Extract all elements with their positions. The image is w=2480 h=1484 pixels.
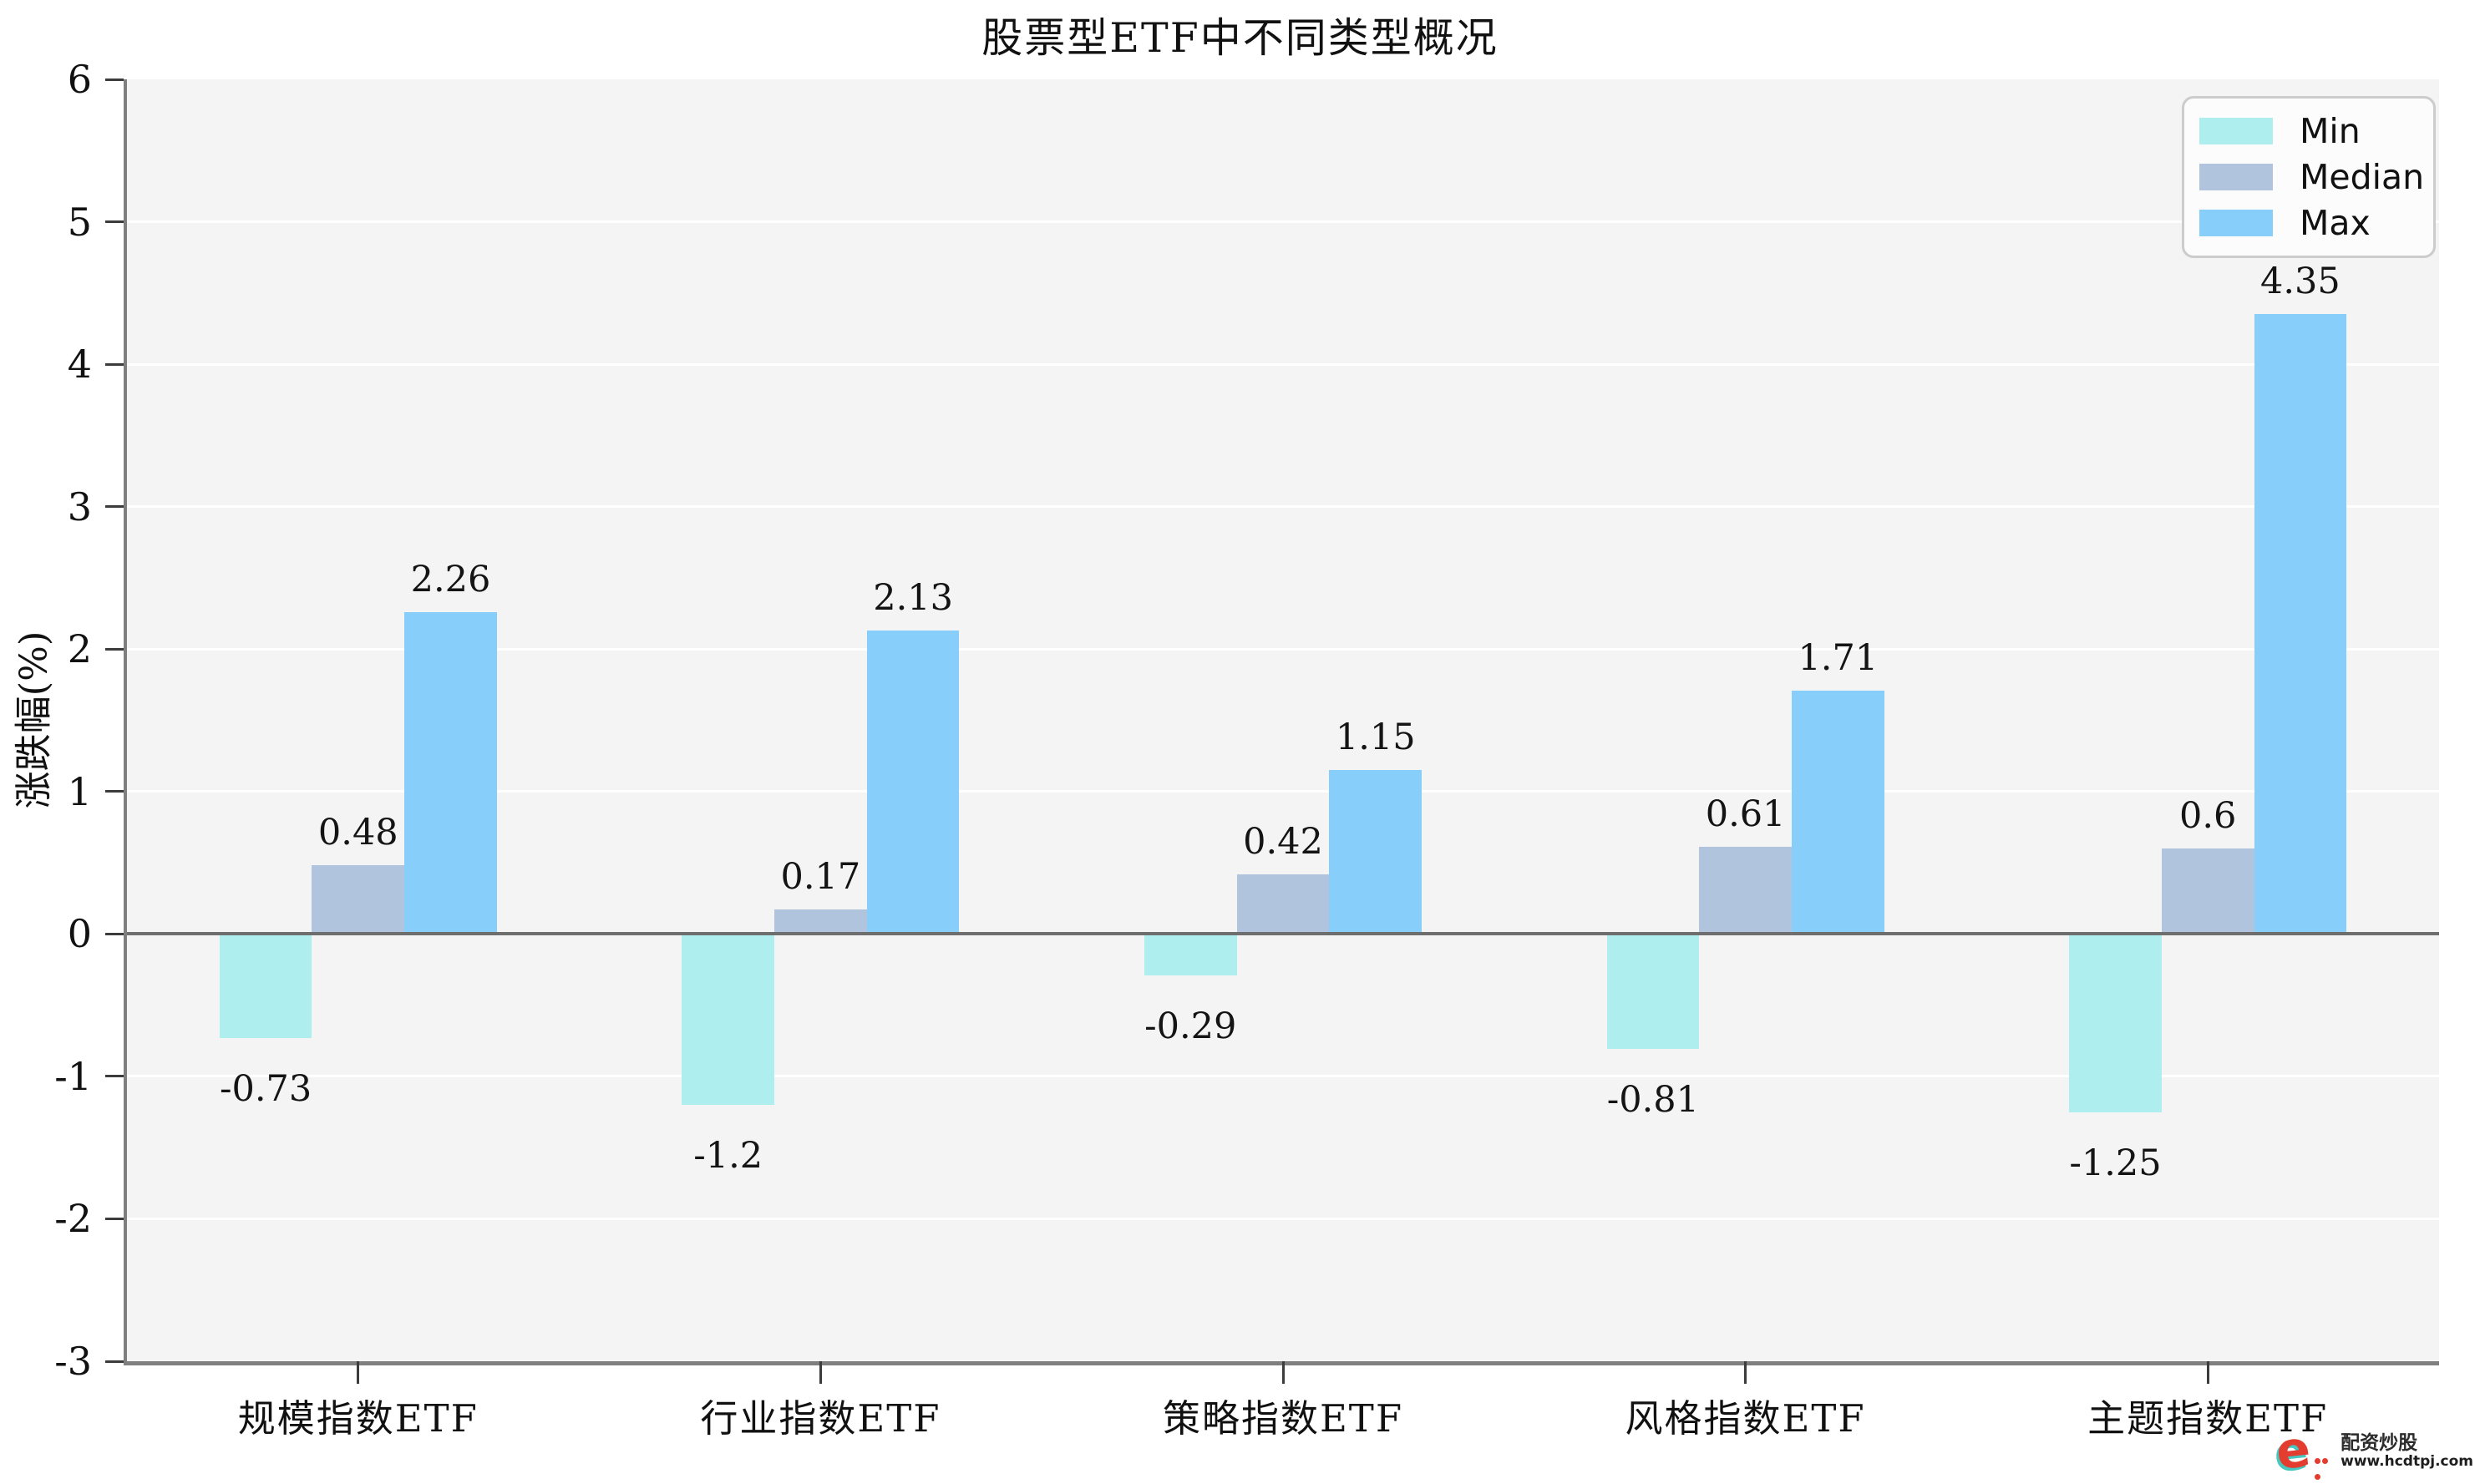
brand-logo-icon: e bbox=[2273, 1420, 2314, 1481]
bar-min bbox=[1606, 934, 1700, 1050]
gridline bbox=[127, 220, 2439, 224]
legend-swatch-min bbox=[2199, 118, 2273, 145]
bar-value-label: 0.6 bbox=[2178, 795, 2237, 837]
y-tick-mark bbox=[105, 1075, 124, 1078]
y-tick-mark bbox=[105, 790, 124, 793]
x-tick-mark bbox=[357, 1361, 360, 1384]
x-axis-line bbox=[124, 1361, 2439, 1365]
gridline bbox=[127, 362, 2439, 366]
gridline bbox=[127, 790, 2439, 793]
legend-label: Median bbox=[2300, 156, 2425, 197]
bar-value-label: 0.17 bbox=[780, 856, 861, 899]
bar-max bbox=[1791, 690, 1884, 934]
y-tick-mark bbox=[105, 1217, 124, 1220]
gridline bbox=[127, 505, 2439, 509]
x-tick-label: 策略指数ETF bbox=[1162, 1396, 1404, 1441]
y-tick-label: 4 bbox=[67, 342, 92, 387]
bar-value-label: 1.71 bbox=[1798, 636, 1879, 679]
legend-swatch-max bbox=[2199, 209, 2273, 236]
y-tick-mark bbox=[105, 505, 124, 509]
legend-label: Max bbox=[2300, 202, 2371, 243]
y-tick-label: -1 bbox=[54, 1053, 92, 1099]
x-tick-label: 主题指数ETF bbox=[2087, 1396, 2329, 1441]
bar-value-label: 1.15 bbox=[1335, 717, 1416, 759]
bar-value-label: 2.13 bbox=[873, 577, 953, 620]
y-tick-mark bbox=[105, 1360, 124, 1363]
y-tick-mark bbox=[105, 220, 124, 224]
bar-value-label: -0.81 bbox=[1606, 1079, 1700, 1122]
bar-value-label: 0.61 bbox=[1705, 793, 1786, 836]
plot-area: 6 5 4 3 2 1 0 -1 -2 -3 规模指数ETF -0.73 0.48 2.26 行业指数ETF… bbox=[54, 57, 2439, 1441]
bar-median bbox=[774, 909, 867, 934]
bar-median bbox=[1699, 847, 1792, 934]
bar-median bbox=[1236, 874, 1330, 934]
bar-value-label: -0.29 bbox=[1144, 1005, 1237, 1047]
bar-value-label: 2.26 bbox=[410, 558, 491, 600]
bar-median bbox=[312, 865, 405, 934]
zero-line bbox=[127, 932, 2439, 936]
bar-value-label: 0.42 bbox=[1243, 820, 1323, 863]
y-axis-line bbox=[124, 79, 127, 1365]
bar-max bbox=[1329, 770, 1423, 934]
bar-max bbox=[2254, 314, 2347, 934]
y-tick-mark bbox=[105, 932, 124, 935]
x-tick-mark bbox=[2206, 1361, 2209, 1384]
x-tick-label: 行业指数ETF bbox=[700, 1396, 941, 1441]
bar-median bbox=[2161, 848, 2254, 934]
watermark-url: www.hcdtpj.com bbox=[2341, 1453, 2473, 1471]
bar-value-label: -0.73 bbox=[219, 1067, 312, 1110]
gridline bbox=[127, 1217, 2439, 1220]
y-tick-label: 3 bbox=[67, 484, 92, 529]
x-tick-mark bbox=[1281, 1361, 1285, 1384]
y-tick-label: 1 bbox=[67, 768, 92, 814]
legend-label: Min bbox=[2300, 111, 2361, 152]
bar-max bbox=[404, 611, 497, 934]
bar-max bbox=[866, 631, 960, 934]
y-tick-mark bbox=[105, 647, 124, 651]
x-tick-mark bbox=[1744, 1361, 1747, 1384]
bar-value-label: 0.48 bbox=[317, 812, 398, 854]
gridline bbox=[127, 647, 2439, 651]
brand-logo-dots-icon bbox=[2314, 1452, 2332, 1480]
legend-item-median: Median bbox=[2199, 157, 2425, 197]
y-tick-label: 5 bbox=[67, 199, 92, 245]
gridline bbox=[127, 1075, 2439, 1078]
bar-value-label: -1.2 bbox=[693, 1135, 763, 1177]
chart-title: 股票型ETF中不同类型概况 bbox=[981, 14, 1499, 62]
bar-value-label: -1.25 bbox=[2069, 1142, 2162, 1184]
legend-item-max: Max bbox=[2199, 203, 2425, 243]
legend-swatch-median bbox=[2199, 163, 2273, 190]
legend-item-min: Min bbox=[2199, 111, 2425, 151]
y-tick-label: 6 bbox=[67, 57, 92, 102]
bar-min bbox=[1144, 934, 1237, 975]
y-tick-mark bbox=[105, 78, 124, 81]
bar-min bbox=[682, 934, 775, 1105]
x-tick-label: 规模指数ETF bbox=[237, 1396, 479, 1441]
y-tick-mark bbox=[105, 362, 124, 366]
x-tick-mark bbox=[819, 1361, 822, 1384]
x-tick-label: 风格指数ETF bbox=[1625, 1396, 1866, 1441]
y-tick-label: -2 bbox=[54, 1196, 92, 1242]
bar-value-label: 4.35 bbox=[2260, 261, 2341, 303]
bar-min bbox=[2069, 934, 2162, 1112]
y-tick-label: 2 bbox=[67, 626, 92, 672]
watermark: e 配资炒股 www.hcdtpj.com bbox=[2273, 1420, 2473, 1481]
bar-min bbox=[219, 934, 312, 1038]
y-tick-label: -3 bbox=[54, 1339, 92, 1384]
legend: Min Median Max bbox=[2182, 96, 2436, 258]
watermark-brand: 配资炒股 bbox=[2341, 1432, 2418, 1455]
y-tick-label: 0 bbox=[67, 911, 92, 957]
